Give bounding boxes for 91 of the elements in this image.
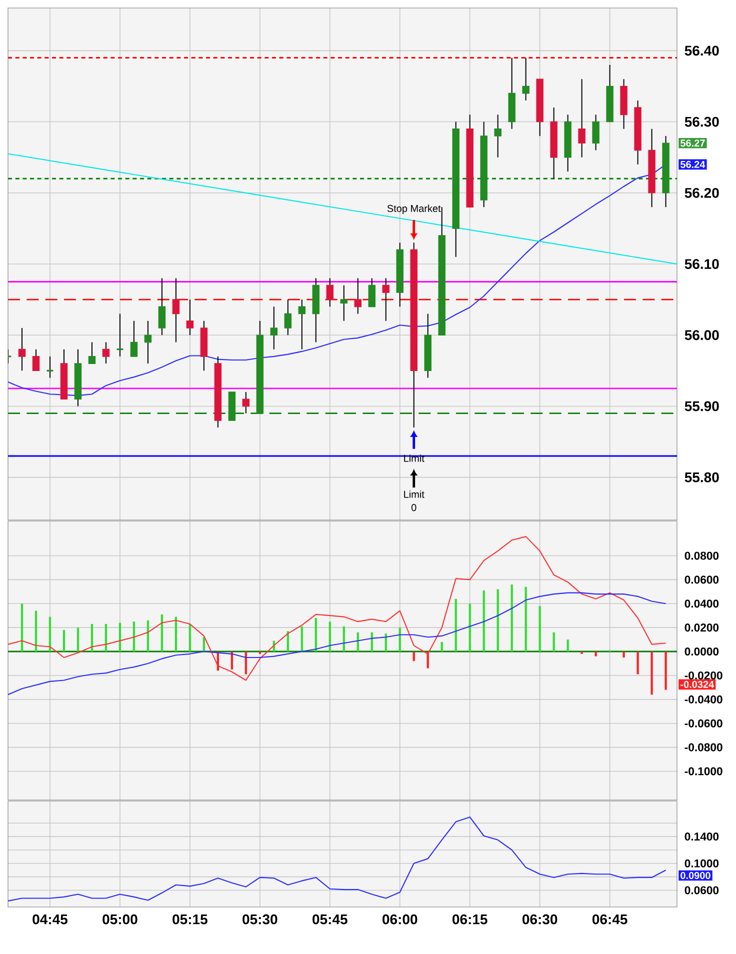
candlestick (382, 278, 390, 322)
text: 56.24 (680, 160, 706, 168)
y-tick-label: 55.80 (684, 472, 719, 482)
y-tick-label: 56.30 (684, 116, 719, 127)
text: 56.27 (680, 140, 705, 147)
y-tick-label: 0.1000 (684, 859, 719, 868)
bar (510, 584, 513, 652)
y-tick-label: 56.10 (684, 259, 719, 269)
y-tick-label: -0.0200 (684, 671, 722, 680)
y-tick-label: 56.40 (684, 46, 719, 56)
candlestick (340, 284, 348, 322)
bar (132, 622, 136, 652)
candlestick (186, 299, 194, 336)
y-tick-label: 0.0600 (684, 886, 719, 894)
bar (188, 624, 192, 652)
bar (20, 604, 24, 652)
bar (650, 652, 653, 695)
y-tick-label: -0.0600 (684, 719, 722, 728)
y-tick-label: 0.0200 (684, 624, 719, 632)
bar (468, 604, 471, 652)
bar (160, 614, 164, 652)
bar (412, 652, 415, 662)
annotation: 0 (411, 504, 416, 512)
candlestick (298, 299, 306, 350)
candlestick (242, 391, 250, 414)
candlestick (18, 327, 26, 372)
text: 0.0900 (680, 872, 710, 880)
candlestick (522, 57, 530, 101)
candlestick (102, 342, 110, 364)
bar (552, 632, 555, 652)
bar (636, 652, 639, 674)
x-tick-label: 05:15 (172, 914, 208, 924)
bar (496, 589, 499, 652)
candlestick (354, 278, 362, 314)
y-tick-label: 56.20 (684, 188, 719, 198)
bar (482, 590, 485, 652)
bar (300, 626, 303, 652)
annotation: Stop Market (387, 204, 441, 214)
x-tick-label: 06:00 (382, 914, 418, 924)
bar (566, 640, 569, 652)
candlestick (284, 299, 292, 336)
bar (524, 586, 527, 652)
candlestick (592, 114, 600, 151)
bar (440, 642, 443, 652)
bar (622, 652, 625, 658)
annotation: Limit (404, 490, 424, 498)
candlestick (158, 278, 166, 336)
bar (76, 628, 80, 652)
x-tick-label: 05:45 (312, 914, 348, 924)
y-tick-label: 55.90 (684, 401, 719, 412)
candlestick (130, 320, 138, 357)
bar (174, 616, 178, 652)
y-tick-label: 0.0800 (684, 552, 719, 560)
bar (104, 624, 108, 652)
candlestick (46, 356, 54, 378)
candlestick (270, 306, 278, 350)
bar (538, 606, 541, 652)
y-tick-label: 0.0400 (684, 600, 719, 608)
y-tick-label: 0.0000 (684, 648, 719, 656)
candlestick (88, 342, 96, 364)
candlestick (172, 278, 180, 343)
bar (314, 618, 317, 652)
candlestick (32, 348, 40, 372)
text: -0.0324 (680, 680, 714, 688)
bar (594, 652, 597, 656)
x-tick-label: 05:00 (102, 914, 138, 924)
x-tick-label: 05:30 (242, 914, 278, 924)
candlestick (116, 313, 124, 357)
bar (664, 652, 667, 690)
x-tick-label: 06:15 (452, 914, 488, 924)
bar (48, 616, 52, 652)
y-tick-label: 0.1400 (684, 832, 719, 841)
bar (34, 610, 38, 652)
candlestick (494, 114, 502, 158)
bar (244, 652, 247, 674)
candlestick (368, 278, 376, 308)
annotation: Limit (404, 454, 424, 462)
x-tick-label: 06:30 (522, 914, 558, 924)
bar (62, 630, 66, 652)
y-tick-label: 56.00 (684, 330, 719, 340)
y-tick-label: -0.1000 (684, 767, 722, 776)
y-tick-label: 0.0600 (684, 576, 719, 584)
candlestick (578, 78, 586, 158)
y-tick-label: -0.0800 (684, 743, 722, 752)
x-tick-label: 06:45 (592, 914, 628, 924)
y-tick-label: -0.0400 (684, 695, 722, 704)
candlestick (144, 320, 152, 364)
x-tick-label: 04:45 (32, 914, 68, 924)
bar (454, 598, 457, 652)
candlestick (326, 278, 334, 308)
bar (328, 622, 331, 652)
